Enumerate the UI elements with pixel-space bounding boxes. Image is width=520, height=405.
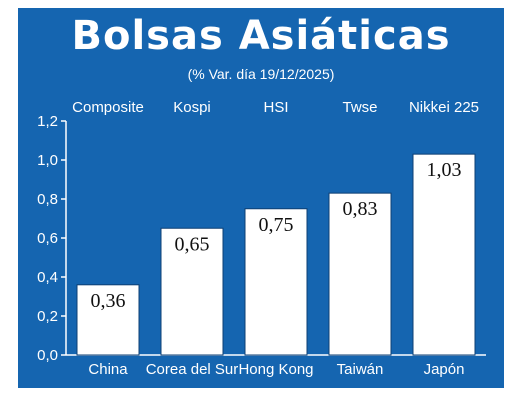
y-tick-label: 0,0: [37, 347, 58, 364]
bar: [76, 284, 140, 356]
bar-value-label: 0,83: [343, 198, 378, 220]
y-tick-label: 0,8: [37, 191, 58, 208]
y-tick-label: 1,0: [37, 152, 58, 169]
x-tick-label: China: [88, 361, 128, 378]
index-name-label: Composite: [72, 99, 144, 116]
x-tick-label: Corea del Sur: [146, 361, 239, 378]
bar: [244, 208, 308, 356]
y-tick-label: 0,6: [37, 230, 58, 247]
bar-value-label: 0,75: [259, 214, 294, 236]
chart-subtitle: (% Var. día 19/12/2025): [187, 66, 335, 82]
bar: [412, 153, 476, 356]
index-name-label: Nikkei 225: [409, 99, 479, 116]
chart-title: Bolsas Asiáticas: [71, 13, 451, 59]
bar-value-label: 1,03: [427, 159, 462, 181]
bar: [328, 192, 392, 356]
bar-value-label: 0,65: [175, 233, 210, 255]
y-tick-label: 1,2: [37, 113, 58, 130]
y-tick-label: 0,2: [37, 308, 58, 325]
x-tick-label: Taiwán: [337, 361, 384, 378]
y-tick-label: 0,4: [37, 269, 58, 286]
x-tick-label: Hong Kong: [238, 361, 313, 378]
index-name-label: Twse: [342, 99, 377, 116]
index-name-label: Kospi: [173, 99, 211, 116]
index-name-label: HSI: [263, 99, 288, 116]
bar-chart: 0,0 0,2 0,4 0,6 0,8 1,0 1,2 0,36 Composite China…: [37, 99, 486, 378]
x-tick-label: Japón: [424, 361, 465, 378]
bar: [160, 227, 224, 356]
bar-value-label: 0,36: [91, 290, 126, 312]
chart-panel: Bolsas Asiáticas (% Var. día 19/12/2025)…: [18, 8, 504, 388]
